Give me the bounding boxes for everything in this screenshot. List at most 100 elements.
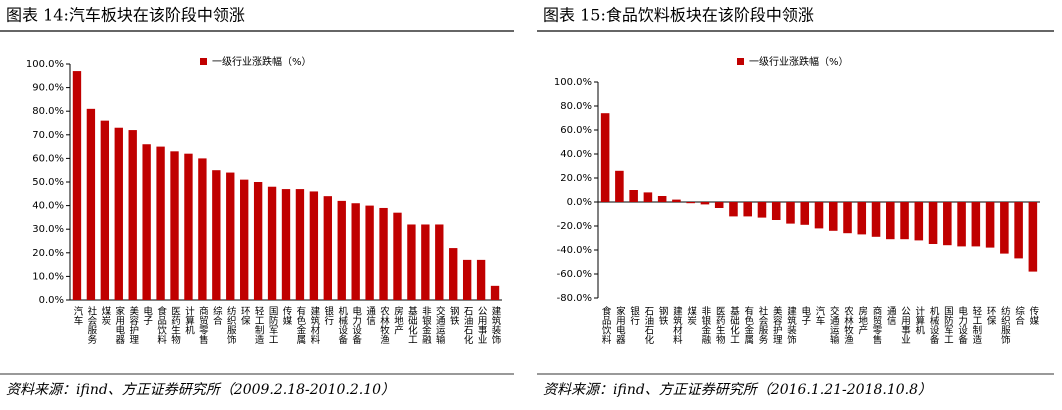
bar: [971, 202, 981, 247]
bar: [309, 191, 319, 300]
x-tick-label: 交通运输: [828, 305, 840, 345]
legend-label: 一级行业涨跌幅（%）: [749, 55, 849, 68]
x-tick-label: 公用事业: [899, 306, 911, 344]
bar: [240, 179, 249, 300]
bar: [267, 186, 277, 300]
x-tick-label: 石油石化: [462, 306, 474, 345]
bar: [435, 224, 444, 300]
y-tick-label: -80.0%: [557, 293, 592, 304]
x-tick-label: 银行: [628, 305, 640, 326]
x-tick-label: 交通运输: [434, 305, 446, 345]
x-tick-label: 轻工制造: [970, 305, 982, 345]
y-tick-label: 0.0%: [39, 295, 64, 306]
x-tick-label: 国防军工: [267, 306, 279, 344]
source: 资料来源：ifind、方正证券研究所（2009.2.18-2010.2.10）: [6, 382, 395, 398]
x-tick-label: 商贸零售: [871, 305, 883, 345]
x-tick-label: 非银金融: [699, 305, 711, 345]
x-tick-label: 电子: [141, 305, 153, 325]
x-tick-label: 通信: [885, 306, 897, 326]
x-tick-label: 建筑材料: [671, 305, 683, 345]
x-tick-label: 家用电器: [113, 305, 125, 344]
y-tick-label: 30.0%: [32, 224, 64, 235]
chart-title: 图表 14:汽车板块在该阶段中领涨: [6, 6, 245, 25]
x-tick-label: 农林牧渔: [378, 305, 390, 344]
bar: [886, 202, 895, 240]
source: 资料来源：ifind、方正证券研究所（2016.1.21-2018.10.8）: [543, 382, 932, 398]
bar: [943, 202, 952, 246]
bar: [672, 199, 681, 202]
bar: [800, 202, 810, 225]
y-tick-label: -40.0%: [557, 245, 592, 256]
bar: [295, 189, 305, 300]
bar: [600, 113, 610, 202]
x-tick-label: 建筑装饰: [490, 305, 502, 345]
bar: [871, 202, 881, 237]
bar: [657, 196, 667, 202]
x-tick-label: 综合: [211, 305, 223, 326]
y-tick-label: 20.0%: [32, 248, 64, 259]
bar: [379, 207, 388, 300]
bar: [771, 202, 781, 220]
bar: [786, 202, 795, 224]
x-tick-label: 公用事业: [476, 306, 488, 344]
y-tick-label: 90.0%: [32, 83, 64, 94]
bar: [615, 170, 624, 202]
bar: [365, 205, 374, 300]
y-tick-label: 60.0%: [560, 125, 592, 136]
x-tick-label: 建筑装饰: [785, 305, 797, 345]
bar: [212, 170, 221, 300]
x-tick-label: 传媒: [281, 305, 293, 326]
bar: [462, 259, 472, 300]
x-tick-label: 煤炭: [99, 305, 111, 326]
bar: [253, 182, 263, 300]
x-tick-label: 煤炭: [685, 305, 697, 326]
y-tick-label: 40.0%: [560, 149, 592, 160]
bar: [814, 202, 824, 229]
bar: [337, 200, 346, 300]
bar: [686, 202, 695, 204]
x-tick-label: 有色金属: [294, 305, 306, 345]
bar: [1000, 202, 1009, 254]
x-tick-label: 家用电器: [614, 305, 626, 344]
x-tick-label: 房地产: [392, 305, 404, 335]
y-tick-label: 0.0%: [567, 197, 592, 208]
legend-swatch: [737, 58, 744, 65]
bar: [643, 192, 653, 202]
y-tick-label: 70.0%: [32, 130, 64, 141]
x-tick-label: 国防军工: [942, 306, 954, 344]
bar: [828, 202, 838, 231]
x-tick-label: 钢铁: [448, 305, 460, 326]
bar: [928, 202, 938, 244]
x-tick-label: 纺织服饰: [225, 305, 237, 345]
x-tick-label: 基础化工: [406, 305, 418, 344]
y-tick-label: 60.0%: [32, 153, 64, 164]
bar: [957, 202, 966, 247]
bar: [985, 202, 995, 248]
x-tick-label: 石油石化: [642, 306, 654, 345]
y-tick-label: 50.0%: [32, 177, 64, 188]
x-tick-label: 社会服务: [85, 305, 97, 345]
bar: [198, 158, 207, 300]
bar: [729, 202, 738, 217]
bar: [490, 285, 500, 300]
x-tick-label: 社会服务: [756, 305, 768, 345]
bar: [629, 190, 638, 202]
bar: [757, 202, 767, 218]
x-tick-label: 银行: [322, 305, 334, 326]
x-tick-label: 医药生物: [714, 306, 726, 345]
x-tick-label: 汽车: [814, 305, 826, 326]
y-tick-label: 80.0%: [560, 101, 592, 112]
y-tick-label: 100.0%: [554, 77, 592, 88]
bar: [114, 127, 123, 300]
x-tick-label: 计算机: [913, 305, 925, 335]
x-tick-label: 电子: [799, 305, 811, 325]
x-tick-label: 非银金融: [420, 305, 432, 345]
bar: [857, 202, 867, 235]
bar: [226, 172, 235, 300]
y-tick-label: 100.0%: [26, 59, 64, 70]
bar: [421, 224, 430, 300]
bar: [100, 120, 110, 300]
bar: [914, 202, 924, 241]
x-tick-label: 农林牧渔: [842, 305, 854, 344]
